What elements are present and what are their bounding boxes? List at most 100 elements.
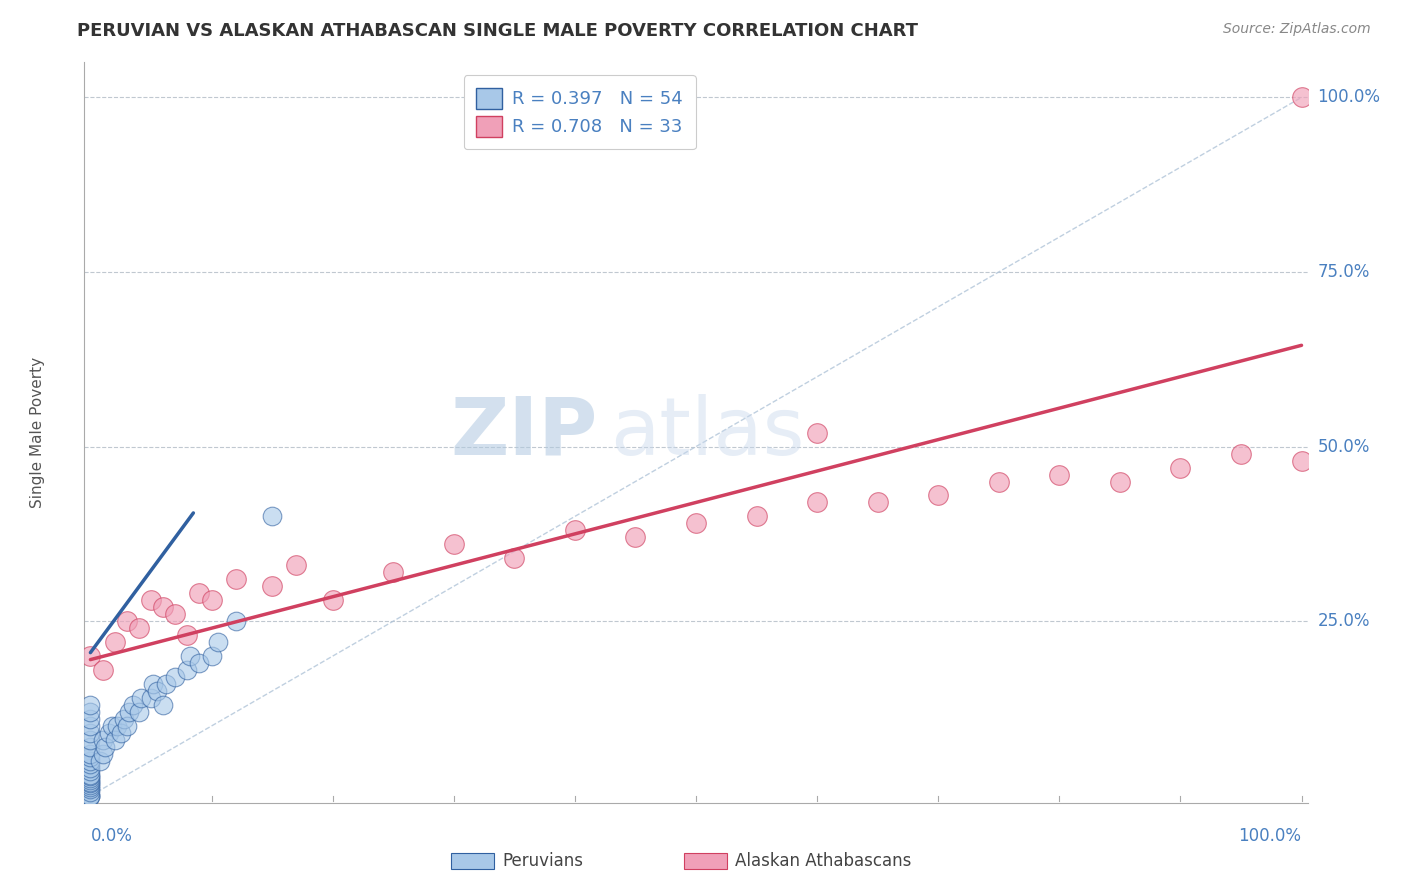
Point (142, 677, 165, 691)
Text: 100.0%: 100.0% (1239, 827, 1302, 846)
Text: Peruvians: Peruvians (503, 852, 583, 871)
Point (225, 614, 247, 628)
Point (806, 425, 828, 440)
Point (79, 769, 101, 783)
Point (503, 551, 526, 566)
Point (207, 635, 229, 649)
Point (79, 750, 101, 764)
Point (79, 726, 101, 740)
Point (176, 663, 198, 677)
Point (188, 656, 211, 670)
Point (987, 475, 1010, 489)
Point (115, 614, 138, 628)
Point (79, 757, 101, 772)
Point (79, 772, 101, 786)
Point (1047, 467, 1070, 482)
Point (262, 509, 284, 524)
Point (79, 789, 101, 803)
Point (79, 780, 101, 795)
FancyBboxPatch shape (683, 853, 727, 870)
Text: 0.0%: 0.0% (90, 827, 132, 846)
Point (624, 530, 647, 544)
Point (564, 524, 586, 538)
Point (79, 733, 101, 747)
Point (79, 773, 101, 788)
Point (146, 684, 169, 698)
Point (1108, 475, 1130, 489)
Point (79, 719, 101, 733)
Point (94, 739, 117, 754)
Point (91, 663, 114, 677)
Point (1291, 453, 1313, 467)
Point (79, 754, 101, 768)
Point (152, 698, 174, 712)
Point (79, 789, 101, 803)
Point (225, 572, 247, 586)
Point (262, 579, 284, 593)
Point (866, 495, 889, 509)
Point (79, 739, 101, 754)
Point (115, 719, 138, 733)
Point (165, 670, 187, 684)
Point (79, 764, 101, 779)
Point (79, 768, 101, 782)
Point (89, 754, 111, 768)
Text: atlas: atlas (610, 393, 804, 472)
Point (105, 719, 128, 733)
Point (176, 628, 198, 642)
Point (1230, 446, 1253, 460)
Point (155, 677, 177, 691)
Point (443, 537, 465, 551)
Point (110, 726, 132, 740)
Point (79, 789, 101, 803)
Point (806, 495, 828, 509)
Point (927, 488, 949, 502)
Point (322, 593, 344, 607)
Text: 25.0%: 25.0% (1317, 612, 1369, 631)
Point (121, 698, 143, 712)
Point (79, 747, 101, 761)
Point (200, 649, 222, 664)
Point (79, 778, 101, 792)
Point (128, 621, 150, 635)
Point (97, 726, 120, 740)
Text: 50.0%: 50.0% (1317, 438, 1369, 456)
Text: Source: ZipAtlas.com: Source: ZipAtlas.com (1223, 22, 1371, 37)
Point (685, 516, 707, 531)
Text: 75.0%: 75.0% (1317, 263, 1369, 281)
Point (128, 705, 150, 719)
FancyBboxPatch shape (451, 853, 494, 870)
Point (79, 761, 101, 775)
Point (179, 649, 201, 664)
Point (79, 698, 101, 712)
Point (152, 600, 174, 615)
Point (165, 607, 187, 622)
Point (139, 691, 162, 706)
Point (79, 781, 101, 796)
Point (188, 586, 211, 600)
Point (79, 776, 101, 790)
Point (118, 705, 141, 719)
Point (200, 593, 222, 607)
Text: PERUVIAN VS ALASKAN ATHABASCAN SINGLE MALE POVERTY CORRELATION CHART: PERUVIAN VS ALASKAN ATHABASCAN SINGLE MA… (77, 22, 918, 40)
Text: ZIP: ZIP (451, 393, 598, 472)
Point (79, 785, 101, 799)
Point (129, 691, 152, 706)
Point (79, 712, 101, 726)
Legend: R = 0.397   N = 54, R = 0.708   N = 33: R = 0.397 N = 54, R = 0.708 N = 33 (464, 75, 696, 149)
Point (104, 733, 127, 747)
Point (745, 509, 768, 524)
Point (382, 566, 405, 580)
Point (91, 733, 114, 747)
Point (91, 747, 114, 761)
Text: 100.0%: 100.0% (1317, 88, 1381, 106)
Point (112, 712, 135, 726)
Point (1291, 90, 1313, 104)
Point (285, 558, 308, 573)
Text: Single Male Poverty: Single Male Poverty (31, 357, 45, 508)
Text: Alaskan Athabascans: Alaskan Athabascans (735, 852, 911, 871)
Point (139, 593, 162, 607)
Point (79, 775, 101, 789)
Point (104, 635, 127, 649)
Point (79, 649, 101, 664)
